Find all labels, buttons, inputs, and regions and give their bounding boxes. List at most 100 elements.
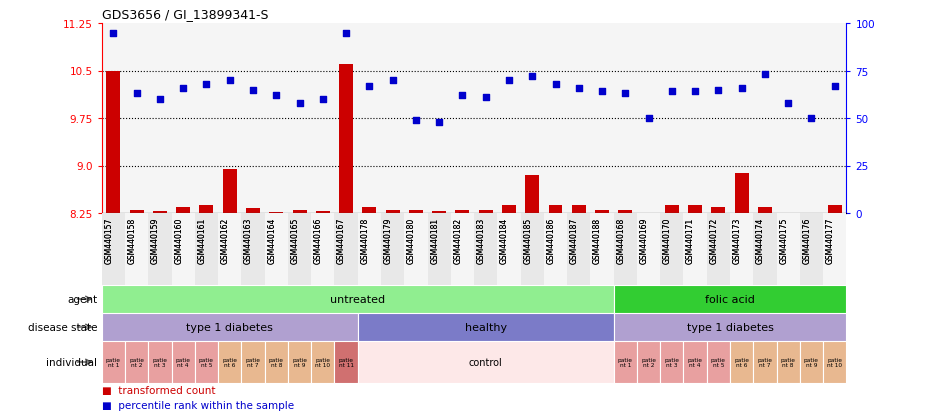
- Bar: [292, 210, 306, 214]
- Bar: [246, 209, 260, 214]
- Text: GSM440180: GSM440180: [407, 217, 416, 263]
- Text: patie
nt 10: patie nt 10: [315, 357, 330, 368]
- Text: GSM440181: GSM440181: [430, 217, 439, 263]
- FancyBboxPatch shape: [125, 214, 148, 285]
- Text: GSM440170: GSM440170: [663, 217, 672, 263]
- FancyBboxPatch shape: [544, 214, 567, 285]
- FancyBboxPatch shape: [288, 214, 311, 285]
- Point: [106, 30, 121, 37]
- FancyBboxPatch shape: [241, 214, 265, 285]
- Text: GSM440169: GSM440169: [639, 217, 648, 263]
- FancyBboxPatch shape: [148, 341, 171, 383]
- Text: GSM440175: GSM440175: [779, 217, 788, 263]
- Bar: [665, 206, 679, 214]
- Point: [222, 78, 237, 84]
- Bar: [734, 174, 748, 214]
- FancyBboxPatch shape: [427, 214, 450, 285]
- FancyBboxPatch shape: [637, 214, 660, 285]
- FancyBboxPatch shape: [660, 214, 684, 285]
- Point: [315, 97, 330, 103]
- Bar: [200, 205, 214, 214]
- FancyBboxPatch shape: [450, 214, 474, 285]
- Point: [292, 100, 307, 107]
- FancyBboxPatch shape: [381, 214, 404, 285]
- Text: GSM440166: GSM440166: [314, 217, 323, 263]
- Text: patie
nt 10: patie nt 10: [827, 357, 843, 368]
- Text: patie
nt 8: patie nt 8: [269, 357, 284, 368]
- Text: GSM440157: GSM440157: [105, 217, 114, 263]
- Text: patie
nt 1: patie nt 1: [105, 357, 121, 368]
- Text: patie
nt 2: patie nt 2: [130, 357, 144, 368]
- Text: patie
nt 2: patie nt 2: [641, 357, 656, 368]
- Text: GSM440178: GSM440178: [361, 217, 369, 263]
- Text: GSM440167: GSM440167: [337, 217, 346, 263]
- FancyBboxPatch shape: [335, 214, 358, 285]
- FancyBboxPatch shape: [265, 214, 288, 285]
- Text: GSM440187: GSM440187: [570, 217, 579, 263]
- Text: patie
nt 3: patie nt 3: [664, 357, 679, 368]
- Text: GSM440186: GSM440186: [547, 217, 556, 263]
- FancyBboxPatch shape: [707, 214, 730, 285]
- Text: GSM440159: GSM440159: [151, 217, 160, 263]
- Text: healthy: healthy: [464, 322, 507, 332]
- Point: [549, 81, 563, 88]
- Text: control: control: [469, 357, 502, 367]
- Point: [130, 91, 144, 97]
- Point: [339, 30, 353, 37]
- Text: patie
nt 5: patie nt 5: [711, 357, 726, 368]
- Text: GSM440171: GSM440171: [686, 217, 695, 263]
- Bar: [525, 176, 539, 214]
- Bar: [618, 210, 633, 214]
- Text: patie
nt 5: patie nt 5: [199, 357, 214, 368]
- Bar: [363, 207, 376, 214]
- Text: patie
nt 4: patie nt 4: [176, 357, 191, 368]
- Text: patie
nt 9: patie nt 9: [292, 357, 307, 368]
- FancyBboxPatch shape: [684, 214, 707, 285]
- Bar: [130, 210, 143, 214]
- Point: [362, 83, 376, 90]
- Text: GSM440185: GSM440185: [524, 217, 532, 263]
- Point: [687, 89, 702, 95]
- Text: GSM440168: GSM440168: [616, 217, 625, 263]
- FancyBboxPatch shape: [102, 313, 358, 341]
- Bar: [549, 205, 562, 214]
- Bar: [502, 205, 516, 214]
- Text: GSM440173: GSM440173: [733, 217, 742, 263]
- Point: [711, 87, 726, 94]
- Bar: [432, 211, 446, 214]
- Point: [524, 74, 539, 80]
- FancyBboxPatch shape: [171, 214, 195, 285]
- Text: GSM440166: GSM440166: [314, 217, 323, 263]
- Bar: [153, 211, 166, 214]
- FancyBboxPatch shape: [102, 285, 613, 313]
- Point: [618, 91, 633, 97]
- Text: GSM440160: GSM440160: [174, 217, 183, 263]
- Bar: [386, 210, 400, 214]
- Text: individual: individual: [46, 357, 97, 367]
- FancyBboxPatch shape: [148, 214, 171, 285]
- Text: GSM440182: GSM440182: [453, 217, 462, 263]
- FancyBboxPatch shape: [521, 214, 544, 285]
- Text: GSM440162: GSM440162: [221, 217, 229, 263]
- Point: [269, 93, 284, 99]
- FancyBboxPatch shape: [730, 214, 753, 285]
- Point: [199, 81, 214, 88]
- FancyBboxPatch shape: [265, 341, 288, 383]
- Text: GSM440184: GSM440184: [500, 217, 509, 263]
- Text: GSM440164: GSM440164: [267, 217, 277, 263]
- Point: [827, 83, 842, 90]
- Text: patie
nt 8: patie nt 8: [781, 357, 796, 368]
- FancyBboxPatch shape: [637, 341, 660, 383]
- Text: GSM440187: GSM440187: [570, 217, 579, 263]
- FancyBboxPatch shape: [753, 341, 777, 383]
- Text: GSM440158: GSM440158: [128, 217, 137, 263]
- Text: GSM440164: GSM440164: [267, 217, 277, 263]
- Point: [572, 85, 586, 92]
- FancyBboxPatch shape: [102, 341, 125, 383]
- Bar: [828, 205, 842, 214]
- Text: patie
nt 7: patie nt 7: [758, 357, 772, 368]
- FancyBboxPatch shape: [125, 341, 148, 383]
- Text: GSM440175: GSM440175: [779, 217, 788, 263]
- Text: GSM440173: GSM440173: [733, 217, 742, 263]
- Text: GSM440179: GSM440179: [384, 217, 392, 263]
